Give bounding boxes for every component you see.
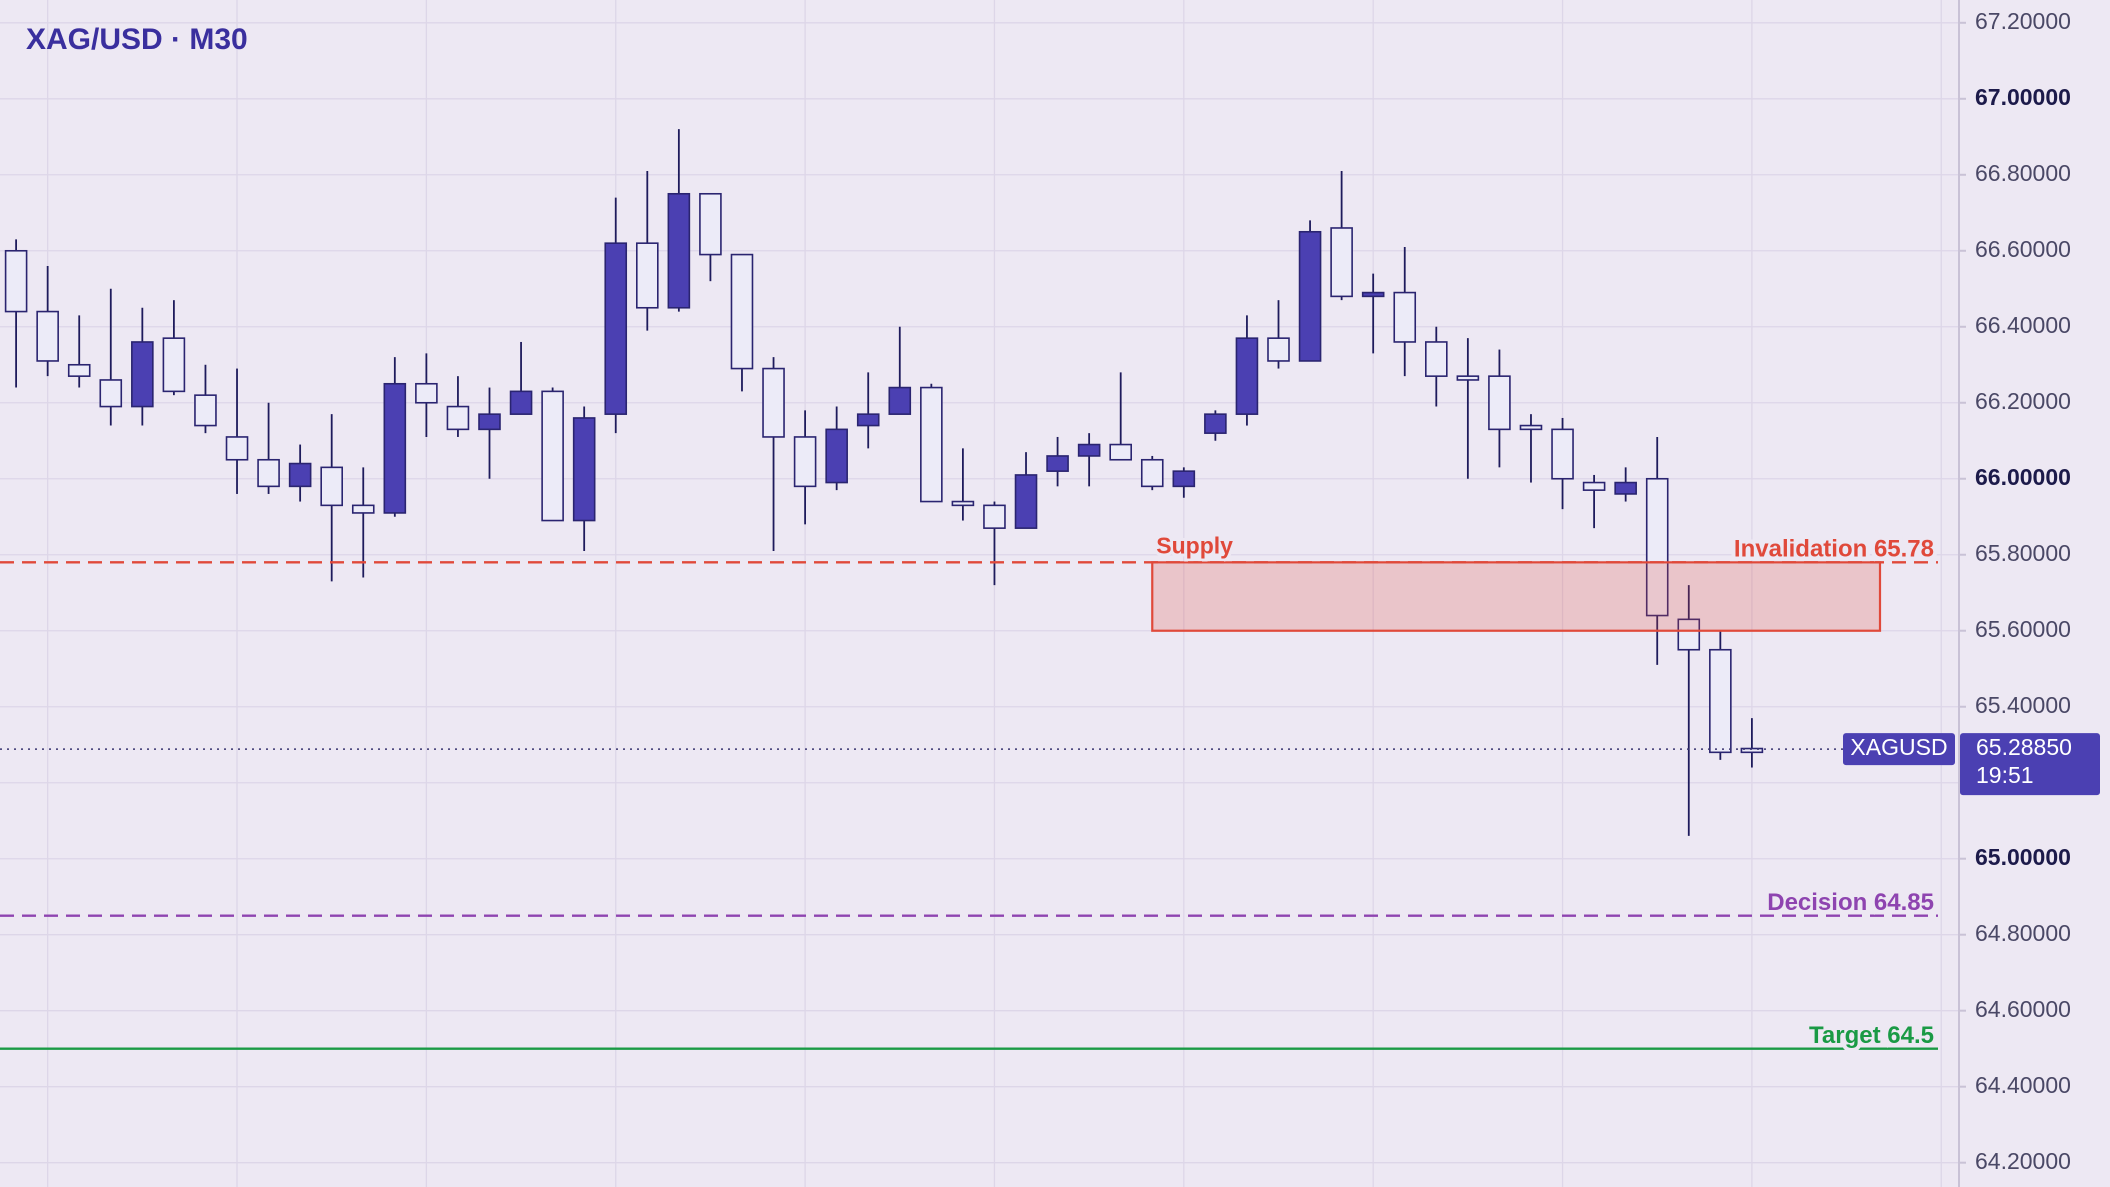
candle-body bbox=[446, 405, 470, 431]
candle-body bbox=[1361, 291, 1385, 298]
last-price-label: 65.28850 bbox=[1976, 734, 2072, 760]
candle-body bbox=[99, 379, 123, 408]
candle-body bbox=[793, 436, 817, 488]
candle-body bbox=[194, 394, 217, 427]
candle-body bbox=[1551, 428, 1574, 480]
candle-body bbox=[1077, 443, 1101, 457]
level-label: Target 64.5 bbox=[1809, 1022, 1934, 1049]
candle-body bbox=[1172, 470, 1196, 488]
candle-body bbox=[1046, 455, 1069, 472]
chart-title: XAG/USD · M30 bbox=[26, 23, 248, 56]
candle-body bbox=[951, 500, 975, 507]
candle-body bbox=[1267, 337, 1290, 362]
candle-body bbox=[1582, 481, 1606, 491]
candle-body bbox=[1614, 481, 1637, 495]
candle-body bbox=[131, 341, 154, 408]
candle-body bbox=[1393, 291, 1417, 343]
candle-body bbox=[1140, 458, 1164, 488]
candle-body bbox=[1204, 413, 1227, 434]
y-tick-label: 66.40000 bbox=[1975, 312, 2071, 338]
candle-body bbox=[162, 337, 186, 393]
y-tick-label: 65.60000 bbox=[1975, 616, 2071, 642]
y-tick-label: 67.00000 bbox=[1975, 84, 2071, 110]
candle-body bbox=[825, 428, 848, 484]
level-label: Decision 64.85 bbox=[1767, 889, 1934, 916]
candle-body bbox=[1677, 618, 1701, 651]
candle-body bbox=[288, 462, 312, 488]
y-tick-label: 65.80000 bbox=[1975, 540, 2071, 566]
candle-body bbox=[667, 192, 691, 309]
candle-body bbox=[415, 382, 438, 404]
candle-body bbox=[257, 458, 280, 488]
candle-body bbox=[1645, 477, 1669, 617]
candle-body bbox=[635, 242, 659, 309]
candle-body bbox=[888, 386, 912, 415]
candle-body bbox=[67, 363, 91, 377]
y-tick-label: 64.20000 bbox=[1975, 1148, 2071, 1174]
candle-body bbox=[1456, 375, 1480, 381]
candle-body bbox=[1109, 443, 1132, 461]
candle-body bbox=[36, 310, 59, 362]
candle-body bbox=[351, 504, 375, 514]
candle-body bbox=[1519, 424, 1543, 431]
candle-body bbox=[730, 253, 754, 370]
y-tick-label: 66.80000 bbox=[1975, 160, 2071, 186]
candle-body bbox=[1330, 227, 1353, 298]
candle-body bbox=[509, 390, 533, 415]
y-tick-label: 64.80000 bbox=[1975, 920, 2071, 946]
supply-zone bbox=[1151, 561, 1882, 632]
candle-body bbox=[699, 192, 722, 256]
y-tick-label: 66.00000 bbox=[1975, 464, 2071, 490]
zone-label: Supply bbox=[1156, 532, 1233, 558]
countdown-label: 19:51 bbox=[1976, 762, 2034, 788]
overlays: Supply Invalidation 65.78 Decision 64.85 Ta… bbox=[0, 529, 2100, 1053]
symbol-tag bbox=[1843, 733, 1955, 766]
marks bbox=[4, 129, 1764, 836]
candle-body bbox=[983, 504, 1006, 529]
symbol-label: XAGUSD bbox=[1850, 734, 1947, 760]
price-tag bbox=[1960, 733, 2100, 796]
y-tick-label: 65.00000 bbox=[1975, 844, 2071, 870]
y-tick-label: 66.20000 bbox=[1975, 388, 2071, 414]
candle-body bbox=[1709, 648, 1732, 754]
candle-body bbox=[856, 413, 880, 427]
candle-body bbox=[1425, 341, 1448, 377]
level-label: Invalidation 65.78 bbox=[1734, 536, 1934, 563]
candle-body bbox=[4, 249, 28, 313]
candle-body bbox=[383, 382, 407, 514]
candle-body bbox=[478, 413, 501, 431]
candle-body bbox=[320, 466, 344, 507]
candle-body bbox=[1298, 230, 1322, 362]
y-tick-label: 65.40000 bbox=[1975, 692, 2071, 718]
y-tick-label: 64.60000 bbox=[1975, 996, 2071, 1022]
candle-body bbox=[541, 390, 564, 522]
candle-body bbox=[1235, 337, 1259, 415]
y-tick-label: 66.60000 bbox=[1975, 236, 2071, 262]
candle-body bbox=[604, 242, 628, 415]
candle-body bbox=[920, 386, 943, 503]
candle-body bbox=[225, 436, 249, 461]
candle-body bbox=[572, 417, 596, 522]
candle-body bbox=[1488, 375, 1511, 431]
y-tick-label: 64.40000 bbox=[1975, 1072, 2071, 1098]
y-tick-label: 67.20000 bbox=[1975, 8, 2071, 34]
candle-body bbox=[762, 367, 785, 438]
candle-body bbox=[1014, 474, 1038, 529]
